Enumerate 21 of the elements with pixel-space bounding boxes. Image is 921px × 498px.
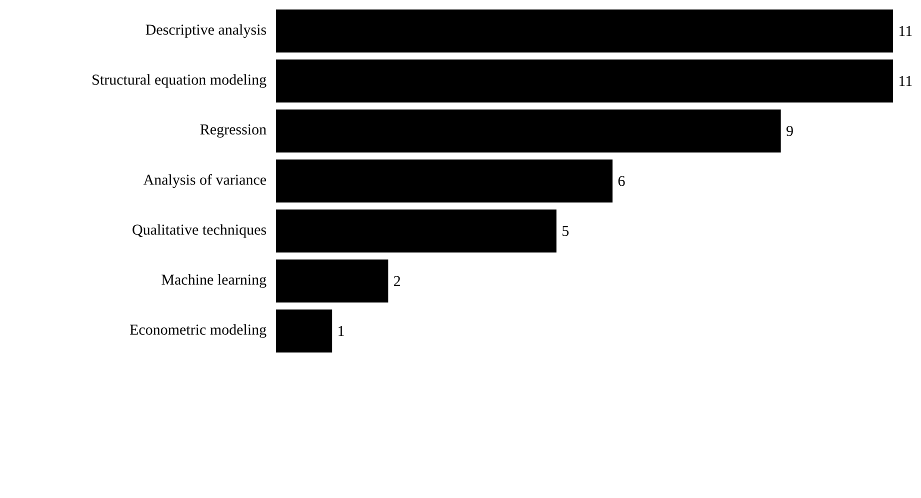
data-label: 5 [562,226,569,236]
y-tick-label: Econometric modeling [130,324,266,338]
y-tick-label: Analysis of variance [143,174,266,188]
bar [276,310,332,353]
data-label: 2 [394,276,400,286]
data-label: 11 [900,76,912,86]
data-label: 9 [786,126,793,136]
bar [276,10,894,53]
y-tick-label: Machine learning [162,274,266,288]
bar [276,210,556,253]
y-tick-label: Regression [200,124,266,138]
bar [276,60,894,103]
y-tick-label: Qualitative techniques [132,224,266,238]
data-label: 6 [618,176,625,186]
data-label: 1 [338,326,344,336]
y-tick-label: Structural equation modeling [92,74,266,88]
y-tick-label: Descriptive analysis [146,24,266,38]
data-label: 11 [900,26,912,36]
bar [276,110,781,153]
bar [276,160,613,203]
bar [276,260,388,303]
